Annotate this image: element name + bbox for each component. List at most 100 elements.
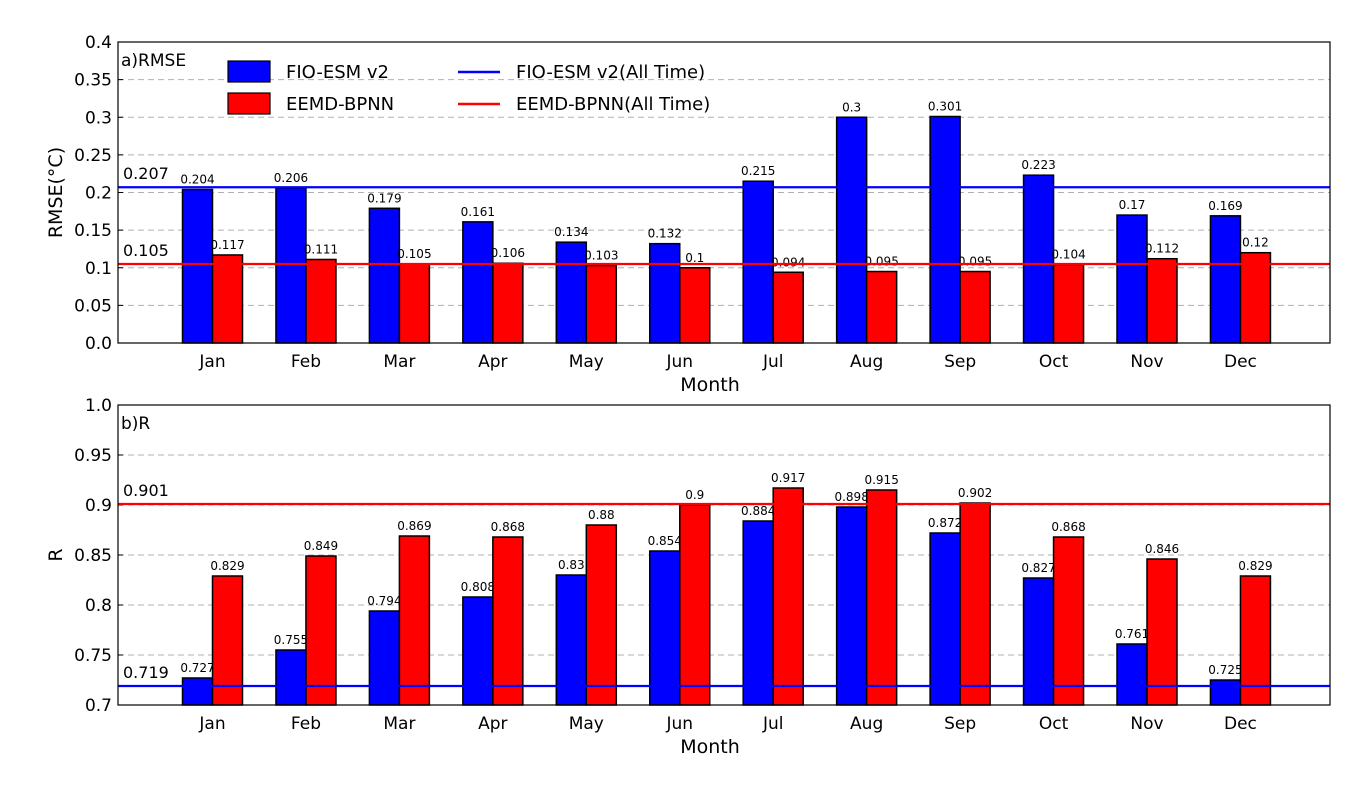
x-tick-label: Sep (944, 714, 976, 734)
bar-eemd-bpnn (865, 489, 898, 706)
x-tick-label: Jan (198, 352, 225, 372)
legend-swatch-fio-esm (227, 60, 271, 83)
data-label: 0.808 (461, 580, 495, 594)
x-tick-label: Mar (383, 352, 415, 372)
data-label: 0.849 (304, 539, 338, 553)
bar-fio-esm (835, 506, 868, 706)
data-label: 0.169 (1208, 199, 1242, 213)
data-label: 0.104 (1051, 248, 1085, 262)
data-label: 0.827 (1021, 561, 1055, 575)
x-tick-label: Apr (478, 352, 507, 372)
y-tick-label: 0.9 (85, 496, 112, 516)
legend: FIO-ESM v2 EEMD-BPNN FIO-ESM v2(All Time) E… (227, 60, 710, 115)
x-axis-label: Month (680, 736, 740, 758)
x-tick-label: Jul (762, 714, 784, 734)
data-label: 0.301 (928, 99, 962, 113)
y-tick-label: 0.3 (85, 108, 112, 128)
panel-title: a)RMSE (121, 51, 186, 71)
bar-eemd-bpnn (305, 258, 337, 344)
x-tick-label: Aug (850, 352, 883, 372)
data-label: 0.829 (210, 559, 244, 573)
x-tick-label: Feb (291, 352, 321, 372)
y-tick-label: 1.0 (85, 396, 112, 416)
data-label: 0.902 (958, 486, 992, 500)
plot-frame (117, 404, 1331, 706)
y-tick-label: 0.05 (74, 296, 112, 316)
x-tick-label: Jul (762, 352, 784, 372)
reference-line-label: 0.719 (123, 663, 169, 682)
bar-fio-esm (181, 677, 214, 706)
bar-fio-esm (1116, 214, 1148, 344)
bar-eemd-bpnn (585, 524, 618, 706)
data-label: 0.727 (180, 661, 214, 675)
x-tick-label: May (569, 714, 604, 734)
bar-eemd-bpnn (492, 536, 524, 706)
data-label: 0.83 (558, 558, 585, 572)
bar-fio-esm (1209, 679, 1242, 706)
data-label: 0.917 (771, 471, 805, 485)
x-tick-label: Jan (198, 714, 225, 734)
data-label: 0.898 (834, 490, 868, 504)
bar-fio-esm (929, 115, 961, 344)
data-label: 0.095 (958, 255, 992, 269)
bar-fio-esm (275, 187, 307, 344)
y-tick-label: 0.4 (85, 33, 112, 53)
bar-fio-esm (275, 649, 307, 706)
bar-eemd-bpnn (585, 264, 618, 344)
legend-label: FIO-ESM v2(All Time) (516, 62, 705, 83)
bar-fio-esm (555, 241, 588, 344)
bar-eemd-bpnn (211, 575, 244, 706)
data-label: 0.868 (491, 520, 525, 534)
x-tick-label: Apr (478, 714, 507, 734)
data-label: 0.204 (180, 172, 214, 186)
y-tick-label: 0.7 (85, 696, 112, 716)
x-tick-label: Nov (1130, 352, 1163, 372)
x-tick-label: Mar (383, 714, 415, 734)
x-axis-label: Month (680, 374, 740, 396)
data-label: 0.854 (648, 534, 682, 548)
data-label: 0.111 (304, 242, 338, 256)
y-tick-label: 0.15 (74, 221, 112, 241)
data-label: 0.761 (1115, 627, 1149, 641)
x-tick-label: Dec (1224, 352, 1257, 372)
legend-label: EEMD-BPNN (286, 94, 394, 115)
bar-eemd-bpnn (398, 263, 431, 344)
data-label: 0.103 (584, 248, 618, 262)
data-label: 0.872 (928, 516, 962, 530)
data-label: 0.106 (491, 246, 525, 260)
legend-label: EEMD-BPNN(All Time) (516, 94, 710, 115)
data-label: 0.112 (1145, 242, 1179, 256)
bar-eemd-bpnn (679, 504, 711, 706)
x-tick-label: Oct (1039, 714, 1069, 734)
panel-rmse: 0.0 0.05 0.1 0.15 0.2 0.25 0.3 0.35 0.4 0.204 0.20… (45, 33, 1331, 396)
bar-fio-esm (742, 520, 774, 706)
y-tick-label: 0.1 (85, 259, 112, 279)
bar-eemd-bpnn (1146, 558, 1178, 706)
data-label: 0.215 (741, 164, 775, 178)
panel-r: 0.7 0.75 0.8 0.85 0.9 0.95 1.0 0.727 0.755 0.794 0… (45, 396, 1331, 758)
bar-fio-esm (742, 180, 774, 344)
bar-eemd-bpnn (211, 254, 244, 344)
bar-eemd-bpnn (1239, 575, 1272, 706)
bar-eemd-bpnn (772, 487, 804, 706)
bar-fio-esm (649, 242, 681, 344)
y-tick-label: 0.25 (74, 146, 112, 166)
y-tick-label: 0.2 (85, 184, 112, 204)
bar-eemd-bpnn (959, 270, 991, 344)
y-tick-label: 0.8 (85, 596, 112, 616)
bar-fio-esm (368, 207, 401, 344)
reference-line-label: 0.207 (123, 164, 169, 183)
bar-fio-esm (555, 574, 588, 706)
bar-fio-esm (835, 116, 868, 344)
data-label: 0.846 (1145, 542, 1179, 556)
data-label: 0.161 (461, 205, 495, 219)
bar-fio-esm (1022, 174, 1055, 344)
data-label: 0.095 (864, 255, 898, 269)
x-tick-label: Nov (1130, 714, 1163, 734)
plot-frame (117, 41, 1331, 344)
data-label: 0.915 (864, 473, 898, 487)
y-tick-label: 0.95 (74, 446, 112, 466)
data-label: 0.117 (210, 238, 244, 252)
data-label: 0.1 (685, 251, 704, 265)
